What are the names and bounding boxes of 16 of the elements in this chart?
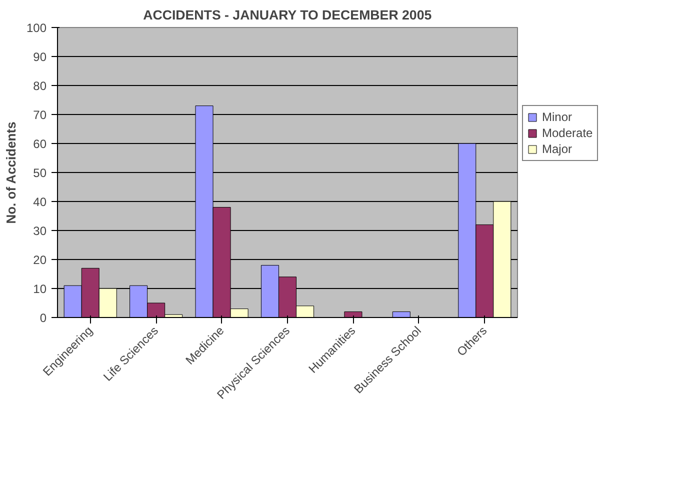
y-tick-label: 20 (33, 253, 47, 267)
y-tick-label: 50 (33, 166, 47, 180)
legend-label: Minor (542, 110, 572, 124)
y-tick-label: 60 (33, 137, 47, 151)
y-axis-title: No. of Accidents (3, 122, 18, 224)
y-tick-label: 10 (33, 282, 47, 296)
chart-title: ACCIDENTS - JANUARY TO DECEMBER 2005 (143, 8, 432, 22)
y-tick-label: 90 (33, 50, 47, 64)
y-tick-label: 30 (33, 224, 47, 238)
y-tick-label: 70 (33, 108, 47, 122)
legend-label: Major (542, 142, 572, 156)
y-tick-label: 40 (33, 195, 47, 209)
y-tick-label: 100 (26, 21, 47, 35)
y-tick-label: 80 (33, 79, 47, 93)
y-tick-label: 0 (40, 311, 47, 325)
legend-label: Moderate (542, 126, 593, 140)
